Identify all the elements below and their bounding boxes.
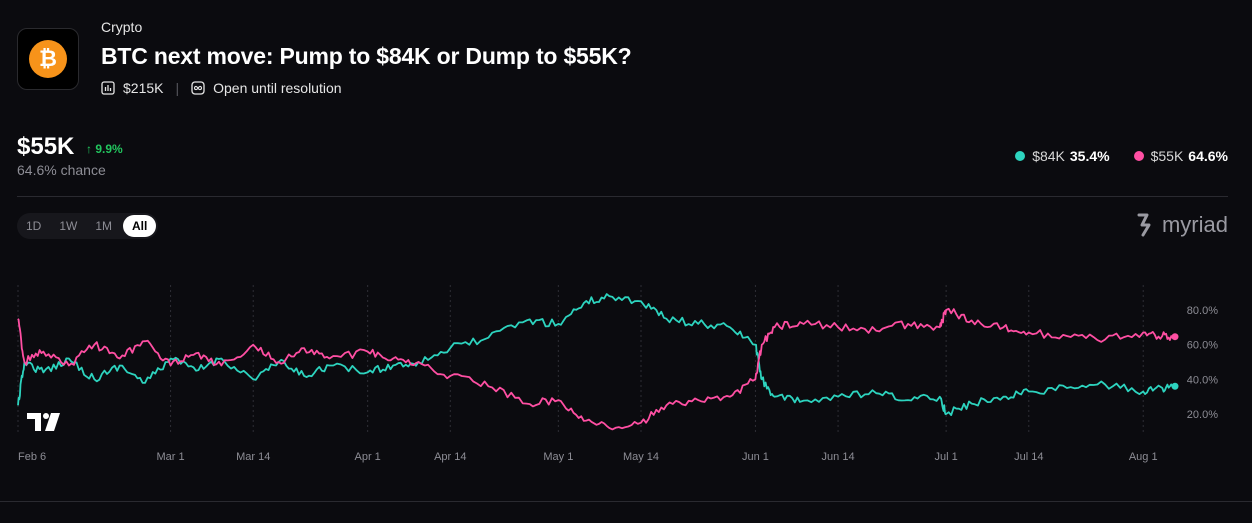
time-range-tabs: 1D 1W 1M All [17,213,159,239]
price-chart: Feb 6 Mar 1 Mar 14 Apr 1 Apr 14 May 1 May 14 Ju… [17,285,1218,463]
category-label[interactable]: Crypto [101,19,143,35]
tab-1m[interactable]: 1M [95,219,113,233]
market-title: BTC next move: Pump to $84K or Dump to $… [101,43,632,69]
x-tick-label: May 14 [623,451,659,463]
x-tick-label: Jun 14 [822,451,855,463]
legend-label-84k: $84K [1032,148,1065,164]
bitcoin-icon: ₿ [29,40,67,78]
change-indicator: ↑ 9.9% [86,142,123,156]
series-end-marker [1171,382,1179,390]
series-end-marker [1171,333,1179,341]
legend-label-55k: $55K [1150,148,1184,164]
chart-legend: $84K 35.4% $55K 64.6% [991,148,1228,164]
x-tick-label: Apr 14 [434,451,466,463]
meta-separator: | [175,80,180,96]
leading-outcome-value: $55K [17,133,75,160]
x-tick-label: Aug 1 [1129,451,1158,463]
tab-all[interactable]: All [123,215,157,237]
x-tick-label: Feb 6 [18,451,46,463]
legend-item-84k[interactable]: $84K 35.4% [1015,148,1110,164]
status-text: Open until resolution [213,80,342,96]
market-meta: $215K | Open until resolution [101,80,342,96]
volume-chart-icon [101,81,115,95]
x-tick-label: Apr 1 [354,451,380,463]
market-icon: ₿ [17,28,79,90]
legend-dot-55k [1133,151,1144,161]
volume-value: $215K [123,80,164,96]
chance-text: 64.6% chance [17,162,106,178]
brand-name: myriad [1161,212,1228,237]
legend-pct-55k: 64.6% [1188,148,1228,164]
series-line-84k [17,293,1176,416]
y-tick-label: 40.0% [1187,374,1218,386]
y-tick-label: 20.0% [1187,409,1218,421]
x-tick-label: Jul 1 [935,451,958,463]
x-tick-label: Mar 1 [157,451,185,463]
header-divider [17,196,1228,197]
x-tick-label: Mar 14 [236,451,270,463]
tab-1d[interactable]: 1D [26,219,42,233]
tradingview-logo-icon [27,413,60,431]
y-tick-label: 60.0% [1187,340,1218,352]
y-tick-label: 80.0% [1187,305,1218,317]
legend-pct-84k: 35.4% [1069,148,1110,164]
series-line-55k [17,307,1176,431]
footer-divider [0,501,1252,502]
myriad-mark-icon [1137,213,1151,237]
infinity-icon [191,81,205,95]
legend-dot-84k [1015,151,1026,161]
x-tick-label: May 1 [543,451,573,463]
x-tick-label: Jul 14 [1014,451,1043,463]
myriad-logo: myriad [1134,212,1228,238]
x-tick-label: Jun 1 [742,451,769,463]
tab-1w[interactable]: 1W [59,219,78,233]
legend-item-55k[interactable]: $55K 64.6% [1133,148,1228,164]
